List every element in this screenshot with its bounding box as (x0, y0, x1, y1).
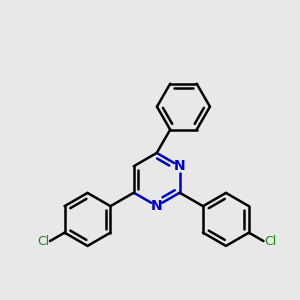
Text: N: N (174, 159, 185, 173)
Text: N: N (151, 199, 163, 213)
Text: Cl: Cl (264, 235, 277, 248)
Text: Cl: Cl (37, 235, 49, 248)
